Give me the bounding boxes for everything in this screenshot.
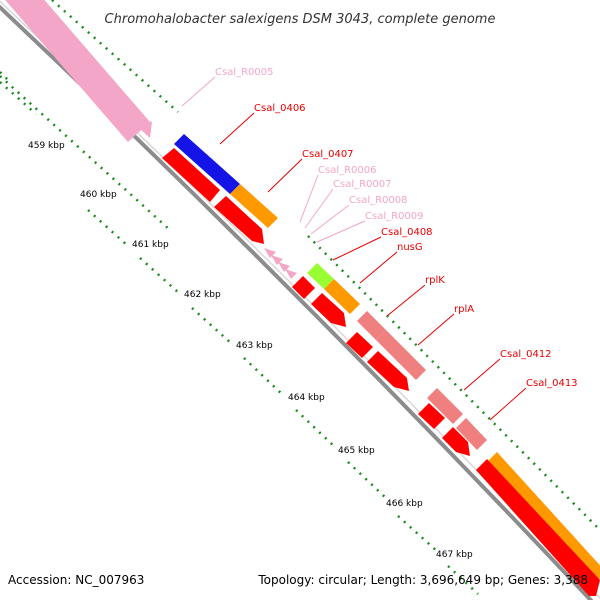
cds-3 — [292, 276, 315, 299]
map-title: Chromohalobacter salexigens DSM 3043, co… — [105, 12, 496, 27]
gene-orange-end[interactable] — [487, 452, 600, 582]
gene-label[interactable]: rplK — [425, 275, 445, 286]
cds-9 — [476, 459, 600, 596]
gene-nusG[interactable] — [324, 279, 360, 314]
cds-7 — [418, 403, 445, 429]
tick-label: 465 kbp — [338, 446, 375, 456]
cds-4 — [311, 293, 346, 327]
tick-label: 464 kbp — [288, 393, 325, 403]
gene-Csal_0408[interactable] — [307, 263, 334, 289]
cds-5 — [346, 332, 373, 358]
label-leader-line — [359, 251, 398, 284]
gene-label[interactable]: Csal_R0007 — [333, 179, 392, 190]
gene-label[interactable]: Csal_0412 — [500, 349, 552, 360]
tick-dotted-line — [307, 235, 600, 531]
gene-label[interactable]: Csal_0413 — [526, 378, 578, 389]
gene-label[interactable]: Csal_0406 — [254, 103, 306, 114]
gene-Csal_R0005[interactable] — [0, 0, 150, 142]
label-leader-line — [304, 188, 334, 229]
gene-label[interactable]: Csal_R0006 — [318, 165, 377, 176]
tick-dotted-line — [191, 307, 233, 345]
tick-label: 461 kbp — [132, 240, 169, 250]
accession-text: Accession: NC_007963 — [8, 573, 145, 587]
gene-Csal_0412[interactable] — [427, 388, 463, 424]
tick-dotted-line — [295, 409, 337, 449]
label-leader-line — [489, 387, 527, 421]
gene-label[interactable]: Csal_R0008 — [349, 195, 408, 206]
label-leader-line — [267, 158, 303, 193]
gene-label[interactable]: rplA — [454, 304, 474, 315]
label-leader-line — [386, 284, 426, 317]
gene-rplA[interactable] — [376, 330, 426, 380]
tick-dotted-line — [139, 257, 181, 295]
label-leader-line — [332, 236, 382, 261]
tick-label: 460 kbp — [80, 190, 117, 200]
tick-dotted-line — [0, 75, 171, 231]
topology-text: Topology: circular; Length: 3,696,649 bp… — [258, 573, 588, 587]
label-leader-line — [463, 358, 501, 391]
gene-label[interactable]: Csal_0408 — [381, 227, 433, 238]
gene-label[interactable]: nusG — [397, 242, 423, 253]
rna-features — [264, 248, 297, 279]
label-leader-line — [181, 76, 216, 107]
feature-labels: Csal_R0005 Csal_0406 Csal_0407 Csal_R0006 Cs… — [181, 67, 578, 421]
cds-1 — [162, 148, 220, 202]
tick-dotted-line — [0, 81, 37, 115]
tick-label: 466 kbp — [386, 499, 423, 509]
rna-Csal_R0007 — [271, 255, 283, 265]
gene-Csal_R0005-arrow — [128, 118, 152, 138]
tick-dotted-line — [397, 515, 439, 553]
label-leader-line — [316, 220, 366, 243]
label-leader-line — [417, 313, 455, 346]
gene-label[interactable]: Csal_0407 — [302, 149, 354, 160]
cds-8 — [442, 427, 470, 456]
cds-lane — [162, 148, 600, 596]
tick-label: 463 kbp — [236, 341, 273, 351]
tick-label: 462 kbp — [184, 290, 221, 300]
gene-label[interactable]: Csal_R0005 — [215, 67, 274, 78]
gene-rplK[interactable] — [357, 311, 386, 340]
gene-label[interactable]: Csal_R0009 — [365, 211, 424, 222]
label-leader-line — [299, 174, 319, 223]
label-leader-line — [310, 204, 350, 235]
rna-Csal_R0009 — [285, 269, 297, 279]
rna-Csal_R0006 — [264, 248, 276, 258]
tick-labels: 459 kbp 460 kbp 461 kbp 462 kbp 463 kbp 464 k… — [28, 141, 473, 560]
rna-Csal_R0008 — [278, 262, 290, 272]
tick-dotted-line — [243, 357, 285, 397]
cds-2 — [214, 196, 264, 244]
cds-6 — [367, 351, 409, 391]
label-leader-line — [219, 112, 255, 145]
tick-dotted-line — [347, 461, 389, 501]
forward-strand-features — [0, 0, 600, 582]
tick-label: 459 kbp — [28, 141, 65, 151]
tick-dotted-line — [87, 209, 129, 247]
gene-Csal_0413[interactable] — [456, 418, 487, 450]
gene-Csal_0406[interactable] — [174, 134, 240, 194]
gene-Csal_0407[interactable] — [230, 184, 278, 228]
tick-label: 467 kbp — [436, 550, 473, 560]
